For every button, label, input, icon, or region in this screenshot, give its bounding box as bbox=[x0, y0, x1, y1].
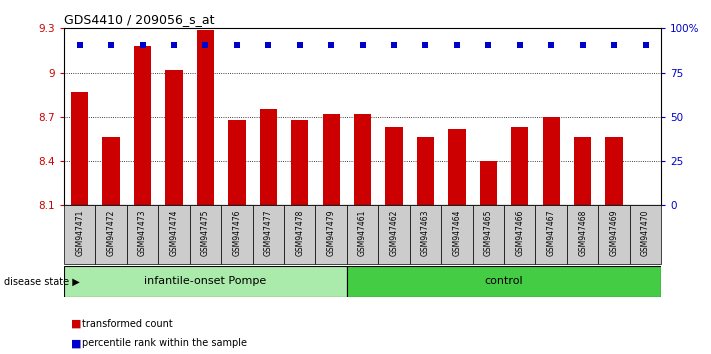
Bar bbox=[511, 127, 528, 205]
Bar bbox=[221, 205, 252, 264]
Text: GSM947467: GSM947467 bbox=[547, 210, 556, 257]
Text: transformed count: transformed count bbox=[82, 319, 173, 329]
Text: GSM947478: GSM947478 bbox=[295, 210, 304, 256]
Bar bbox=[64, 205, 95, 264]
Bar bbox=[606, 137, 623, 205]
Text: GSM947463: GSM947463 bbox=[421, 210, 430, 257]
Bar bbox=[260, 109, 277, 205]
Bar bbox=[197, 30, 214, 205]
Text: GSM947469: GSM947469 bbox=[609, 210, 619, 257]
Bar bbox=[504, 205, 535, 264]
Bar bbox=[535, 205, 567, 264]
Bar bbox=[64, 266, 347, 297]
Bar bbox=[134, 46, 151, 205]
Bar bbox=[95, 205, 127, 264]
Bar bbox=[417, 137, 434, 205]
Bar bbox=[291, 120, 309, 205]
Bar bbox=[159, 205, 190, 264]
Bar bbox=[448, 129, 466, 205]
Bar bbox=[102, 137, 119, 205]
Bar bbox=[442, 205, 473, 264]
Bar bbox=[284, 205, 316, 264]
Bar bbox=[599, 205, 630, 264]
Text: GSM947471: GSM947471 bbox=[75, 210, 84, 256]
Text: GSM947461: GSM947461 bbox=[358, 210, 367, 256]
Bar bbox=[574, 137, 592, 205]
Text: GSM947476: GSM947476 bbox=[232, 210, 241, 257]
Bar bbox=[190, 205, 221, 264]
Text: ■: ■ bbox=[71, 338, 82, 348]
Text: percentile rank within the sample: percentile rank within the sample bbox=[82, 338, 247, 348]
Bar bbox=[378, 205, 410, 264]
Bar bbox=[630, 205, 661, 264]
Bar bbox=[567, 205, 599, 264]
Bar bbox=[347, 266, 661, 297]
Bar bbox=[71, 92, 88, 205]
Text: GSM947465: GSM947465 bbox=[484, 210, 493, 257]
Bar bbox=[410, 205, 442, 264]
Bar bbox=[347, 205, 378, 264]
Bar bbox=[252, 205, 284, 264]
Bar bbox=[228, 120, 245, 205]
Text: GSM947466: GSM947466 bbox=[515, 210, 524, 257]
Bar bbox=[323, 114, 340, 205]
Text: GSM947468: GSM947468 bbox=[578, 210, 587, 256]
Text: control: control bbox=[485, 276, 523, 286]
Text: GSM947479: GSM947479 bbox=[326, 210, 336, 257]
Bar bbox=[127, 205, 159, 264]
Bar bbox=[542, 117, 560, 205]
Text: GSM947464: GSM947464 bbox=[452, 210, 461, 257]
Text: GSM947474: GSM947474 bbox=[169, 210, 178, 257]
Bar bbox=[480, 161, 497, 205]
Text: ■: ■ bbox=[71, 319, 82, 329]
Text: GSM947470: GSM947470 bbox=[641, 210, 650, 257]
Text: infantile-onset Pompe: infantile-onset Pompe bbox=[144, 276, 267, 286]
Text: GSM947477: GSM947477 bbox=[264, 210, 273, 257]
Text: GSM947462: GSM947462 bbox=[390, 210, 399, 256]
Text: GSM947473: GSM947473 bbox=[138, 210, 147, 257]
Bar bbox=[473, 205, 504, 264]
Bar bbox=[166, 70, 183, 205]
Text: disease state ▶: disease state ▶ bbox=[4, 276, 80, 286]
Bar bbox=[316, 205, 347, 264]
Bar bbox=[385, 127, 402, 205]
Text: GDS4410 / 209056_s_at: GDS4410 / 209056_s_at bbox=[64, 13, 215, 26]
Text: GSM947475: GSM947475 bbox=[201, 210, 210, 257]
Bar bbox=[354, 114, 371, 205]
Text: GSM947472: GSM947472 bbox=[107, 210, 116, 256]
